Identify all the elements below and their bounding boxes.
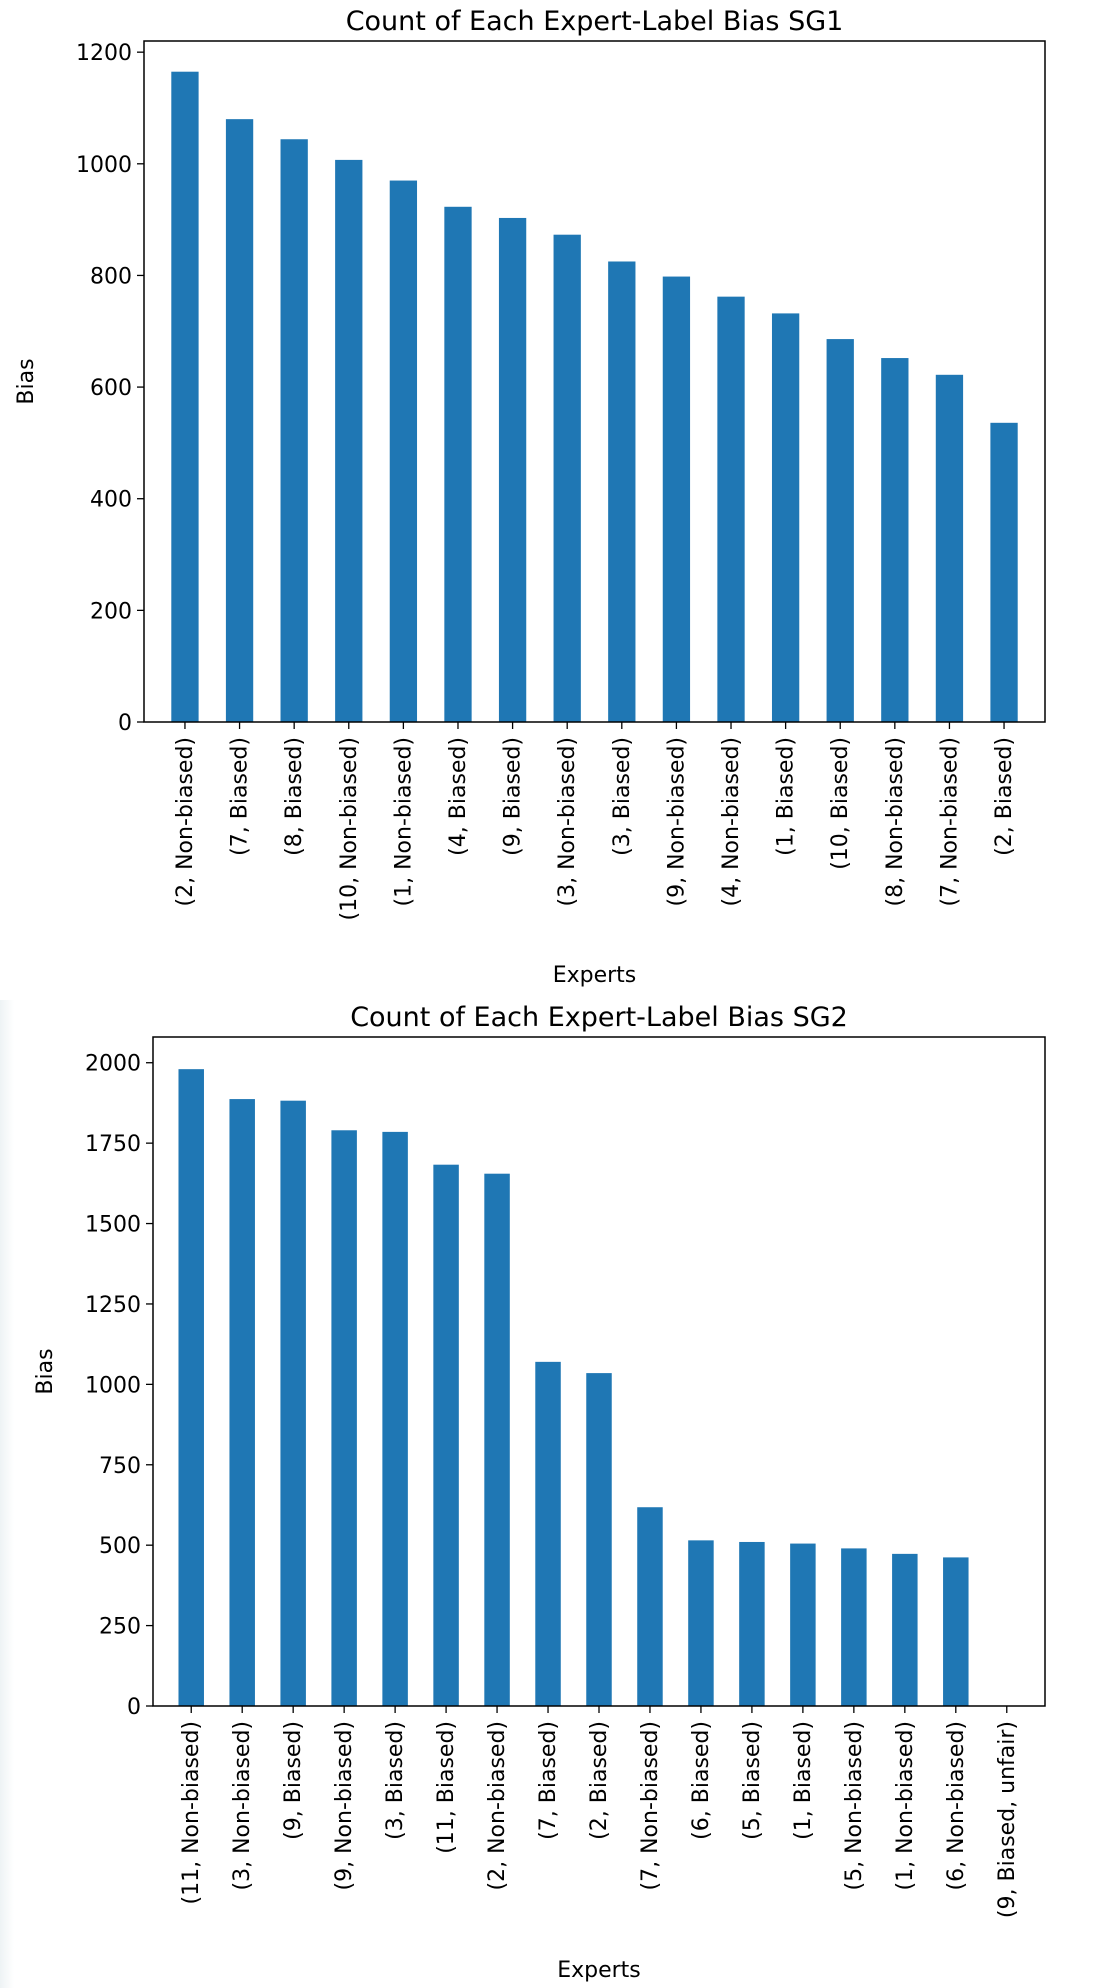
y-tick-label: 400: [90, 488, 132, 513]
bar: [229, 1099, 255, 1706]
bar: [790, 1543, 816, 1706]
y-axis-label: Bias: [14, 358, 39, 404]
x-tick-label: (3, Biased): [610, 737, 635, 856]
y-tick-label: 800: [90, 264, 132, 289]
x-tick-label: (1, Non-biased): [893, 1721, 918, 1890]
left-edge-shading: [0, 1000, 14, 1988]
bar: [444, 206, 472, 722]
x-tick-label: (7, Non-biased): [638, 1721, 663, 1890]
bar: [688, 1540, 714, 1706]
x-tick-label: (6, Non-biased): [944, 1721, 969, 1890]
chart-title: Count of Each Expert-Label Bias SG2: [350, 1002, 848, 1033]
chart-sg2: Count of Each Expert-Label Bias SG2 Expe…: [33, 1002, 1046, 1983]
x-tick-label: (2, Non-biased): [173, 737, 198, 906]
bar: [331, 1130, 357, 1706]
bar: [389, 180, 418, 722]
bar: [717, 296, 745, 722]
bar: [178, 1069, 204, 1706]
x-tick-label: (1, Non-biased): [391, 737, 416, 906]
bar: [826, 339, 854, 722]
x-tick-label: (9, Non-biased): [332, 1721, 357, 1890]
y-tick-label: 0: [118, 711, 132, 736]
x-tick-label: (11, Non-biased): [179, 1721, 204, 1904]
y-tick-label: 1750: [85, 1132, 141, 1157]
x-axis-label: Experts: [557, 1958, 641, 1983]
y-tick-label: 1250: [85, 1293, 141, 1318]
bar: [586, 1373, 612, 1706]
x-tick-label: (3, Biased): [383, 1721, 408, 1840]
x-tick-label: (11, Biased): [434, 1721, 459, 1854]
y-tick-label: 200: [90, 599, 132, 624]
bar: [943, 1557, 969, 1706]
x-tick-label: (6, Biased): [689, 1721, 714, 1840]
x-tick-label: (3, Non-biased): [555, 737, 580, 906]
y-tick-label: 1000: [76, 153, 132, 178]
x-tick-label: (7, Biased): [536, 1721, 561, 1840]
bar: [535, 1361, 561, 1706]
bar: [990, 422, 1018, 722]
y-tick-label: 750: [99, 1454, 141, 1479]
y-tick-label: 1500: [85, 1213, 141, 1238]
plot-frame: [143, 40, 1046, 723]
bar: [335, 159, 363, 723]
x-tick-label: (4, Biased): [446, 737, 471, 856]
x-tick-label: (2, Biased): [587, 1721, 612, 1840]
x-tick-label: (7, Non-biased): [937, 737, 962, 906]
x-tick-label: (5, Non-biased): [842, 1721, 867, 1890]
bar: [280, 1100, 306, 1706]
x-tick-label: (1, Biased): [791, 1721, 816, 1840]
y-tick-label: 2000: [85, 1052, 141, 1077]
x-tick-label: (10, Non-biased): [337, 737, 362, 920]
y-tick-label: 250: [99, 1615, 141, 1640]
bar: [484, 1173, 510, 1706]
bar: [662, 276, 691, 722]
bar: [637, 1507, 663, 1706]
chart-sg1: Count of Each Expert-Label Bias SG1 Expe…: [14, 6, 1046, 988]
x-axis-label: Experts: [553, 963, 637, 988]
y-tick-label: 1000: [85, 1373, 141, 1398]
bar: [280, 139, 308, 723]
x-tick-label: (8, Biased): [282, 737, 307, 856]
y-axis-label: Bias: [33, 1348, 58, 1394]
x-tick-label: (4, Non-biased): [719, 737, 744, 906]
y-tick-label: 0: [127, 1695, 141, 1720]
x-tick-label: (5, Biased): [740, 1721, 765, 1840]
x-tick-label: (8, Non-biased): [883, 737, 908, 906]
bar: [553, 234, 581, 722]
x-tick-label: (1, Biased): [774, 737, 799, 856]
plot-frame: [152, 1036, 1046, 1707]
bar: [771, 313, 800, 722]
x-tick-label: (7, Biased): [228, 737, 253, 856]
bar: [841, 1548, 867, 1706]
bar: [382, 1131, 408, 1706]
bar: [225, 119, 254, 723]
x-tick-label: (2, Biased): [992, 737, 1017, 856]
x-tick-label: (9, Biased, unfair): [995, 1721, 1020, 1918]
bar: [935, 374, 964, 722]
bar: [498, 217, 527, 722]
y-tick-label: 600: [90, 376, 132, 401]
x-tick-label: (9, Biased): [281, 1721, 306, 1840]
x-tick-label: (2, Non-biased): [485, 1721, 510, 1890]
bar: [433, 1164, 459, 1706]
chart-title: Count of Each Expert-Label Bias SG1: [346, 6, 844, 37]
x-tick-label: (9, Non-biased): [664, 737, 689, 906]
bar: [608, 261, 636, 722]
y-tick-label: 1200: [76, 41, 132, 66]
bar: [739, 1541, 765, 1706]
bar: [892, 1553, 918, 1706]
x-tick-label: (9, Biased): [501, 737, 526, 856]
bar: [881, 358, 909, 722]
bar: [171, 71, 199, 723]
y-tick-label: 500: [99, 1534, 141, 1559]
x-tick-label: (3, Non-biased): [230, 1721, 255, 1890]
x-tick-label: (10, Biased): [828, 737, 853, 870]
